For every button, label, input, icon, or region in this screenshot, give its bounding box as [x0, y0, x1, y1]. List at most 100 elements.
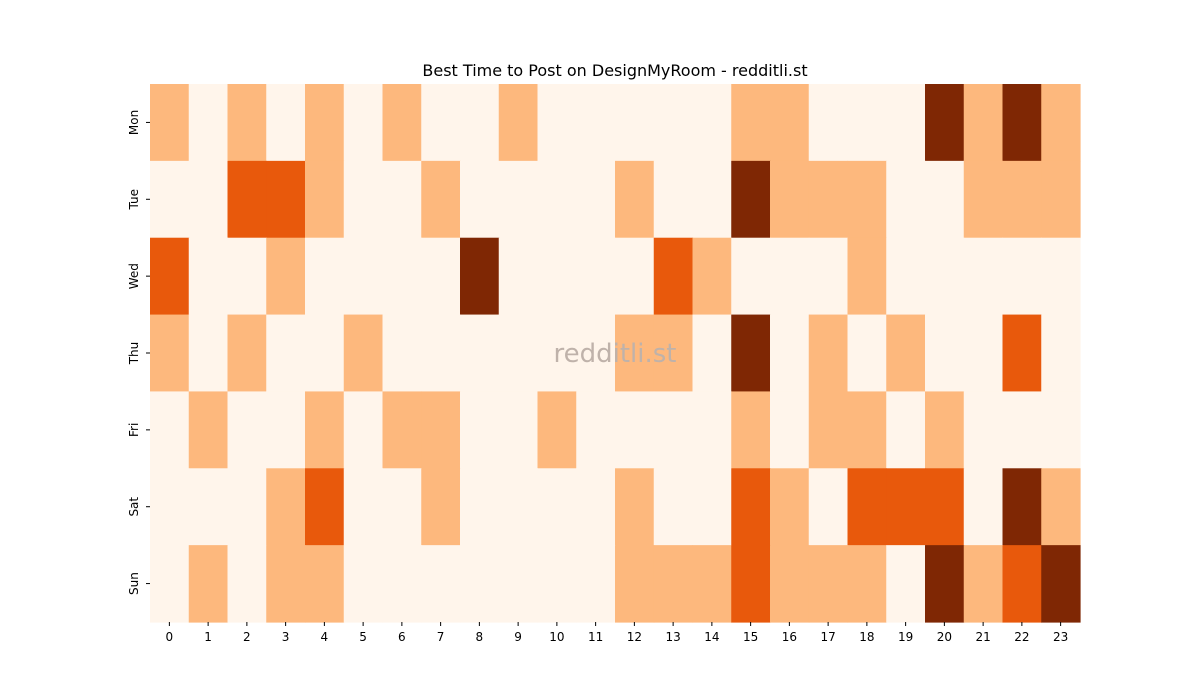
heatmap-cell-sat-11	[576, 468, 616, 546]
heatmap-cell-thu-0	[150, 314, 190, 393]
heatmap-cell-tue-12	[615, 160, 655, 239]
heatmap-cell-fri-23	[1041, 391, 1081, 469]
y-tick-label-fri: Fri	[127, 423, 141, 437]
heatmap-cell-wed-17	[808, 237, 849, 316]
heatmap-cell-sun-11	[576, 545, 616, 623]
heatmap-cell-fri-7	[421, 391, 461, 469]
heatmap-cell-fri-2	[227, 391, 267, 469]
heatmap-cell-mon-17	[808, 84, 849, 162]
heatmap-cell-wed-15	[731, 237, 771, 316]
x-tick-label-18: 18	[859, 630, 874, 644]
heatmap-cell-thu-19	[886, 314, 926, 393]
heatmap-cell-wed-10	[537, 237, 577, 316]
heatmap-cell-sat-13	[653, 468, 694, 546]
heatmap-cell-wed-3	[266, 237, 306, 316]
heatmap-cell-fri-14	[692, 391, 732, 469]
heatmap-cell-wed-8	[460, 237, 500, 316]
heatmap-cell-fri-3	[266, 391, 306, 469]
heatmap-cell-sun-13	[653, 545, 694, 623]
heatmap-cell-wed-13	[653, 237, 694, 316]
heatmap-cell-tue-2	[227, 160, 267, 239]
heatmap-cell-thu-13	[653, 314, 694, 393]
heatmap-cell-sat-1	[188, 468, 229, 546]
heatmap-cell-thu-9	[498, 314, 539, 393]
heatmap-cell-thu-18	[847, 314, 887, 393]
x-tick-label-20: 20	[937, 630, 952, 644]
heatmap-cell-sun-5	[343, 545, 384, 623]
x-tick-label-12: 12	[627, 630, 642, 644]
heatmap-cell-fri-4	[305, 391, 345, 469]
heatmap-cell-sat-9	[498, 468, 539, 546]
heatmap-cell-wed-9	[498, 237, 539, 316]
heatmap-cell-wed-19	[886, 237, 926, 316]
x-tick-label-9: 9	[514, 630, 522, 644]
y-tick-label-sat: Sat	[127, 497, 141, 517]
heatmap-cell-thu-7	[421, 314, 461, 393]
heatmap-cell-thu-23	[1041, 314, 1081, 393]
heatmap-cell-sun-17	[808, 545, 849, 623]
heatmap-cell-fri-11	[576, 391, 616, 469]
heatmap-cell-sat-22	[1002, 468, 1042, 546]
y-axis: Mon Tue Wed Thu Fri Sat Sun	[127, 110, 150, 595]
heatmap-cell-sun-22	[1002, 545, 1042, 623]
heatmap-cell-tue-14	[692, 160, 732, 239]
heatmap-cell-wed-16	[770, 237, 810, 316]
heatmap-cell-sun-0	[150, 545, 190, 623]
y-tick-label-wed: Wed	[127, 263, 141, 289]
heatmap-cell-fri-15	[731, 391, 771, 469]
x-tick-label-10: 10	[549, 630, 564, 644]
heatmap-cell-tue-8	[460, 160, 500, 239]
heatmap-cell-fri-17	[808, 391, 849, 469]
heatmap-cell-tue-13	[653, 160, 694, 239]
heatmap-cell-mon-21	[963, 84, 1004, 162]
heatmap-cell-sun-23	[1041, 545, 1081, 623]
x-tick-label-6: 6	[398, 630, 406, 644]
heatmap-cell-tue-21	[963, 160, 1004, 239]
x-tick-label-5: 5	[359, 630, 367, 644]
heatmap-cell-sat-18	[847, 468, 887, 546]
heatmap-cell-sun-6	[382, 545, 422, 623]
heatmap-cell-mon-8	[460, 84, 500, 162]
heatmap-cell-mon-20	[925, 84, 965, 162]
x-tick-label-14: 14	[704, 630, 719, 644]
heatmap-cell-mon-18	[847, 84, 887, 162]
heatmap-cell-wed-22	[1002, 237, 1042, 316]
heatmap-cell-sun-4	[305, 545, 345, 623]
heatmap-cell-sat-12	[615, 468, 655, 546]
x-tick-label-7: 7	[437, 630, 445, 644]
heatmap-cell-sun-21	[963, 545, 1004, 623]
heatmap-cell-thu-14	[692, 314, 732, 393]
heatmap-cell-wed-21	[963, 237, 1004, 316]
x-tick-label-11: 11	[588, 630, 603, 644]
heatmap-cell-mon-13	[653, 84, 694, 162]
heatmap-cell-wed-23	[1041, 237, 1081, 316]
heatmap-cell-fri-18	[847, 391, 887, 469]
heatmap-cell-fri-0	[150, 391, 190, 469]
heatmap-cell-fri-5	[343, 391, 384, 469]
heatmap-cell-fri-19	[886, 391, 926, 469]
heatmap-cell-fri-1	[188, 391, 229, 469]
heatmap-cell-mon-3	[266, 84, 306, 162]
heatmap-cell-wed-4	[305, 237, 345, 316]
heatmap-cell-wed-7	[421, 237, 461, 316]
heatmap-cell-fri-9	[498, 391, 539, 469]
heatmap-cell-wed-18	[847, 237, 887, 316]
heatmap-cell-sat-2	[227, 468, 267, 546]
heatmap-cell-sat-20	[925, 468, 965, 546]
heatmap-cell-thu-22	[1002, 314, 1042, 393]
heatmap-cell-mon-23	[1041, 84, 1081, 162]
heatmap-cell-mon-0	[150, 84, 190, 162]
heatmap-cell-tue-17	[808, 160, 849, 239]
heatmap-cell-thu-2	[227, 314, 267, 393]
heatmap-cell-mon-4	[305, 84, 345, 162]
heatmap-cell-sun-7	[421, 545, 461, 623]
heatmap-cell-mon-9	[498, 84, 539, 162]
heatmap-cell-mon-11	[576, 84, 616, 162]
heatmap-cell-thu-11	[576, 314, 616, 393]
heatmap-cell-sat-7	[421, 468, 461, 546]
heatmap-cell-sun-3	[266, 545, 306, 623]
heatmap-cell-wed-20	[925, 237, 965, 316]
heatmap-cell-sat-10	[537, 468, 577, 546]
heatmap-cell-fri-6	[382, 391, 422, 469]
heatmap-cell-sun-9	[498, 545, 539, 623]
